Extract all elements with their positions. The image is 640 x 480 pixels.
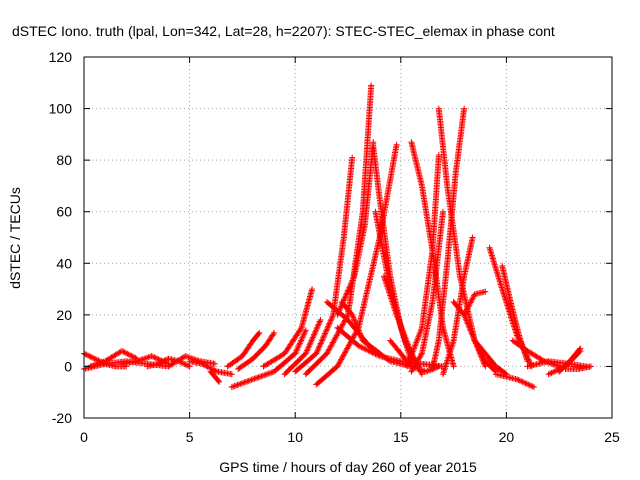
data-series (228, 327, 309, 391)
y-axis-title: dSTEC / TECUs (7, 187, 23, 289)
data-series (492, 371, 537, 391)
data-series (556, 345, 584, 375)
data-series (334, 139, 377, 318)
x-axis-title: GPS time / hours of day 260 of year 2015 (219, 459, 477, 475)
data-point-markers (471, 337, 510, 378)
x-tick-label: 20 (499, 429, 515, 445)
data-series (186, 358, 235, 378)
x-tick-label: 15 (393, 429, 409, 445)
data-series (562, 363, 594, 372)
data-point-markers (562, 363, 594, 372)
data-point-markers (228, 327, 309, 391)
chart-title: dSTEC Iono. truth (lpal, Lon=342, Lat=28… (12, 23, 555, 39)
y-tick-label: 100 (49, 101, 73, 117)
data-point-markers (338, 299, 383, 357)
data-series (207, 368, 223, 385)
x-tick-label: 10 (287, 429, 303, 445)
y-tick-label: 80 (56, 152, 72, 168)
x-tick-label: 25 (604, 429, 620, 445)
data-series (281, 317, 324, 378)
data-series (440, 234, 476, 378)
data-point-markers (260, 286, 316, 370)
data-series (338, 299, 383, 357)
data-series (224, 329, 263, 370)
data-marks (81, 82, 594, 391)
data-series (165, 353, 218, 370)
data-point-markers (207, 368, 223, 385)
y-tick-label: -20 (52, 410, 72, 426)
data-point-markers (186, 358, 235, 378)
data-point-markers (165, 353, 218, 370)
x-tick-label: 5 (186, 429, 194, 445)
data-point-markers (556, 345, 584, 375)
data-point-markers (408, 208, 446, 375)
data-series (404, 152, 442, 370)
data-point-markers (224, 329, 263, 370)
y-tick-label: 20 (56, 307, 72, 323)
data-series (235, 329, 278, 372)
data-series (260, 286, 316, 370)
y-tick-label: 120 (49, 49, 73, 65)
data-point-markers (492, 371, 537, 391)
x-axis-ticks: 0 5 10 15 20 25 (80, 57, 620, 445)
data-point-markers (404, 152, 442, 370)
x-tick-label: 0 (80, 429, 88, 445)
data-series (461, 288, 489, 318)
data-series (429, 105, 468, 372)
data-point-markers (440, 234, 476, 378)
data-series (87, 348, 140, 370)
plot-frame (83, 56, 613, 419)
data-point-markers (429, 105, 468, 372)
y-axis-ticks: -20 0 20 40 60 80 100 120 (49, 49, 612, 426)
y-tick-label: 40 (56, 255, 72, 271)
data-series (408, 208, 446, 375)
data-point-markers (334, 139, 377, 318)
y-tick-label: 60 (56, 204, 72, 220)
data-point-markers (87, 348, 140, 370)
y-tick-label: 0 (64, 358, 72, 374)
data-series (471, 337, 510, 378)
data-point-markers (281, 317, 324, 378)
data-point-markers (235, 329, 278, 372)
data-point-markers (461, 288, 489, 318)
